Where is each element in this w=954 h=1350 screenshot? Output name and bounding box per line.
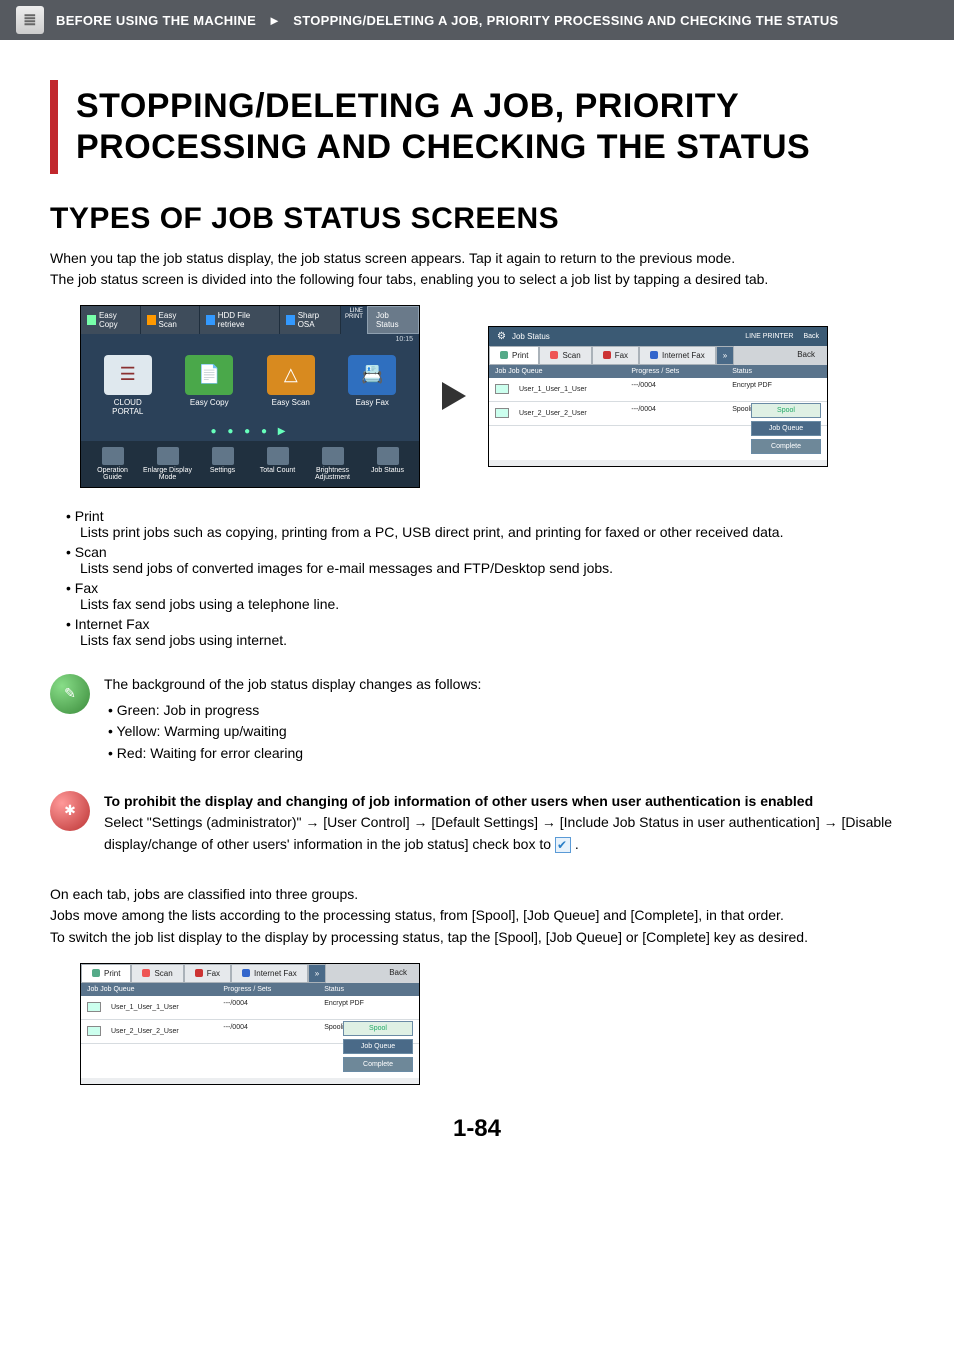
hs-time: 10:15 [81, 334, 419, 345]
intro-line-2: The job status screen is divided into th… [50, 271, 768, 287]
settings-gear-icon: ✱ [50, 791, 90, 831]
hs-bottom-0[interactable]: Operation Guide [88, 447, 138, 481]
printer-icon [495, 408, 509, 418]
tab-desc: Lists fax send jobs using a telephone li… [80, 596, 904, 612]
note1-item: Yellow: Warming up/waiting [108, 721, 904, 743]
printer-icon [495, 384, 509, 394]
note1-item: Red: Waiting for error clearing [108, 743, 904, 765]
hs-bottom-5[interactable]: Job Status [363, 447, 413, 481]
job-status-screen-mock-small: Print Scan Fax Internet Fax » Back Job J… [80, 963, 420, 1085]
note2-text: Select "Settings (administrator)" → [Use… [104, 814, 892, 852]
col-job: Job Job Queue [489, 365, 625, 378]
tab-desc: Lists fax send jobs using internet. [80, 632, 904, 648]
note1-item: Green: Job in progress [108, 700, 904, 722]
hs-indicators: LINE PRINT [341, 306, 367, 334]
intro-line-1: When you tap the job status display, the… [50, 250, 735, 266]
intro-paragraph: When you tap the job status display, the… [50, 248, 904, 291]
spool-button[interactable]: Spool [343, 1021, 413, 1036]
main-title: STOPPING/DELETING A JOB, PRIORITY PROCES… [76, 86, 904, 168]
tab-name: Internet Fax [66, 616, 150, 632]
tab-name: Print [66, 508, 104, 524]
note-status-colors: ✎ The background of the job status displ… [50, 664, 904, 775]
hs-job-status-btn[interactable]: Job Status [367, 306, 419, 334]
note-prohibit-display: ✱ To prohibit the display and changing o… [50, 781, 904, 866]
tab-print[interactable]: Print [489, 346, 539, 365]
easy-scan-icon[interactable]: △ [267, 355, 315, 395]
tab-fax[interactable]: Fax [184, 964, 231, 983]
spool-button[interactable]: Spool [751, 403, 821, 418]
breadcrumb-subsection: STOPPING/DELETING A JOB, PRIORITY PROCES… [293, 13, 838, 28]
easy-fax-icon[interactable]: 📇 [348, 355, 396, 395]
closing-paragraph: On each tab, jobs are classified into th… [50, 884, 904, 949]
gear-icon: ⚙ [497, 331, 506, 342]
tab-more[interactable]: » [308, 964, 326, 983]
cloud-portal-icon[interactable]: ☰ [104, 355, 152, 395]
col-progress: Progress / Sets [625, 365, 726, 378]
tab-desc: Lists send jobs of converted images for … [80, 560, 904, 576]
breadcrumb-bar: ≣ BEFORE USING THE MACHINE ► STOPPING/DE… [0, 0, 954, 40]
job-row[interactable]: User_1_User_1_User ---/0004 Encrypt PDF [81, 996, 419, 1020]
tab-internet-fax[interactable]: Internet Fax [231, 964, 308, 983]
pencil-icon: ✎ [50, 674, 90, 714]
job-queue-button[interactable]: Job Queue [751, 421, 821, 436]
note2-bold: To prohibit the display and changing of … [104, 793, 813, 809]
tab-print[interactable]: Print [81, 964, 131, 983]
tab-name: Scan [66, 544, 107, 560]
home-screen-mock: Easy Copy Easy Scan HDD File retrieve Sh… [80, 305, 420, 488]
page-number: 1-84 [50, 1115, 904, 1143]
complete-button[interactable]: Complete [751, 439, 821, 454]
note1-intro: The background of the job status display… [104, 676, 481, 692]
job-status-screen-mock: ⚙ Job Status LINE PRINTERBack Print Scan… [488, 326, 828, 467]
screenshots-row: Easy Copy Easy Scan HDD File retrieve Sh… [80, 305, 904, 488]
tab-descriptions-list: PrintLists print jobs such as copying, p… [66, 508, 904, 648]
hs-tab-3: Sharp OSA [298, 311, 334, 329]
tab-scan[interactable]: Scan [131, 964, 183, 983]
hs-bottom-2[interactable]: Settings [198, 447, 248, 481]
hs-tab-2: HDD File retrieve [218, 311, 273, 329]
hs-tab-1: Easy Scan [159, 311, 193, 329]
tab-name: Fax [66, 580, 98, 596]
hs-bottom-4[interactable]: Brightness Adjustment [308, 447, 358, 481]
tab-more[interactable]: » [716, 346, 734, 365]
tab-fax[interactable]: Fax [592, 346, 639, 365]
back-button[interactable]: Back [377, 964, 419, 983]
checkbox-icon [555, 837, 571, 853]
hs-bottom-1[interactable]: Enlarge Display Mode [143, 447, 193, 481]
hs-tab-0: Easy Copy [99, 311, 134, 329]
job-queue-button[interactable]: Job Queue [343, 1039, 413, 1054]
back-button-2[interactable]: Back [785, 346, 827, 365]
main-title-block: STOPPING/DELETING A JOB, PRIORITY PROCES… [50, 80, 904, 174]
tab-scan[interactable]: Scan [539, 346, 591, 365]
arrow-right-icon [442, 382, 466, 410]
job-row[interactable]: User_1_User_1_User ---/0004 Encrypt PDF [489, 378, 827, 402]
tab-desc: Lists print jobs such as copying, printi… [80, 524, 904, 540]
tab-internet-fax[interactable]: Internet Fax [639, 346, 716, 365]
pager-dots: ● ● ● ● ▶ [81, 422, 419, 441]
chevron-right-icon: ► [268, 13, 281, 28]
complete-button[interactable]: Complete [343, 1057, 413, 1072]
easy-copy-icon[interactable]: 📄 [185, 355, 233, 395]
printer-icon [87, 1026, 101, 1036]
col-status: Status [726, 365, 827, 378]
hs-bottom-3[interactable]: Total Count [253, 447, 303, 481]
manual-icon: ≣ [16, 6, 44, 34]
breadcrumb-section: BEFORE USING THE MACHINE [56, 13, 256, 28]
js-title-text: Job Status [512, 332, 550, 341]
sub-title: TYPES OF JOB STATUS SCREENS [50, 202, 904, 236]
printer-icon [87, 1002, 101, 1012]
back-button[interactable]: Back [803, 333, 819, 340]
